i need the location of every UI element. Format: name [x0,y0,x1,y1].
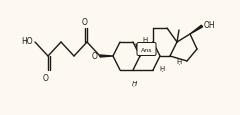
Text: Ḥ: Ḥ [142,36,148,42]
Text: Ḥ: Ḥ [159,64,165,70]
Text: HO: HO [21,37,33,46]
Text: OH: OH [204,21,216,30]
Text: Ḥ: Ḥ [176,58,182,63]
Polygon shape [190,26,203,35]
FancyBboxPatch shape [137,43,156,56]
Text: Ans: Ans [141,47,152,52]
Text: O: O [82,18,88,27]
Text: O: O [91,52,97,61]
Text: Ḥ: Ḥ [131,80,137,86]
Polygon shape [100,56,113,58]
Text: O: O [43,73,49,82]
